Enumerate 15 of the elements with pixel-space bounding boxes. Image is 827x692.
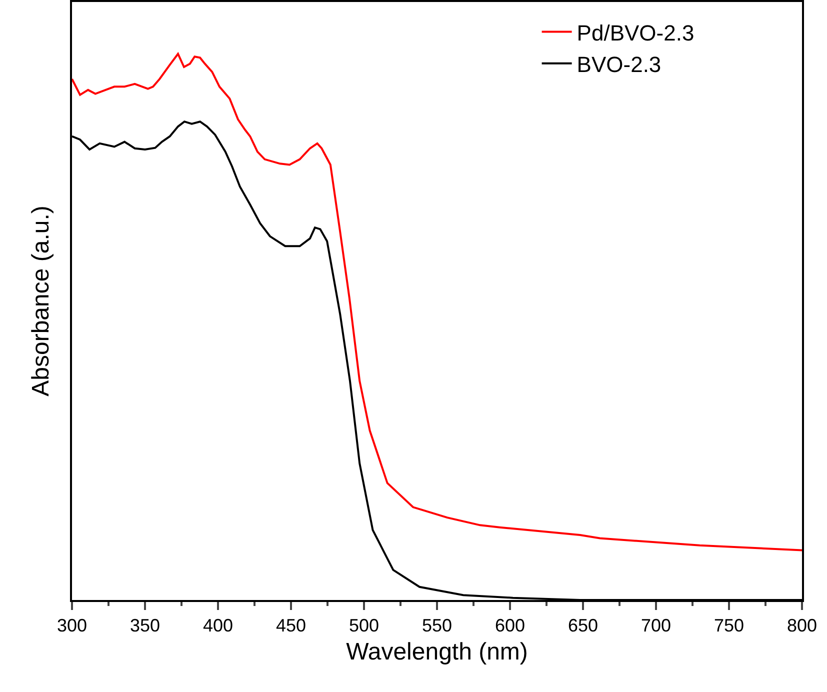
x-tick-label: 650 <box>568 616 598 636</box>
x-tick-label: 700 <box>640 616 672 636</box>
x-tick-label: 350 <box>130 616 160 636</box>
x-tick-label: 300 <box>56 616 88 636</box>
x-tick-label: 500 <box>348 616 380 636</box>
x-tick-label: 550 <box>422 616 452 636</box>
x-tick-label: 600 <box>494 616 526 636</box>
legend-label: Pd/BVO-2.3 <box>576 20 694 46</box>
y-axis-title: Absorbance (a.u.) <box>28 206 55 396</box>
legend-label: BVO-2.3 <box>576 52 662 77</box>
x-tick-label: 400 <box>202 616 234 636</box>
x-axis-title: Wavelength (nm) <box>346 638 528 666</box>
x-tick-label: 800 <box>786 616 818 636</box>
x-tick-label: 750 <box>714 616 744 636</box>
x-tick-label: 450 <box>276 616 306 636</box>
